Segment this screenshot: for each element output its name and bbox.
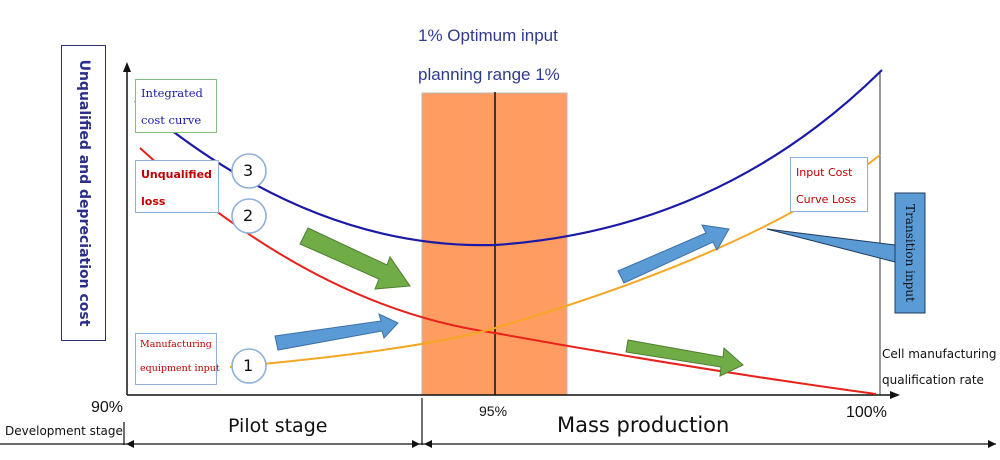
tick-90: 90%	[91, 399, 124, 416]
x-axis-label-line1: Cell manufacturing	[882, 347, 997, 361]
marker-3-number: 3	[243, 161, 254, 180]
development-stage-label: Development stage	[5, 424, 123, 438]
input-cost-label: Input Cost Curve Loss	[796, 166, 857, 206]
y-axis-arrow-icon	[123, 62, 131, 72]
transition-pointer	[766, 228, 896, 263]
pilot-left-arrow-icon	[126, 440, 134, 448]
pilot-right-arrow-icon	[412, 440, 420, 448]
marker-2	[231, 198, 267, 234]
input-cost-label-box: Input Cost Curve Loss	[790, 157, 868, 212]
equipment-input-label: Manufacturing equipment input	[140, 339, 220, 374]
y-axis-label-box: Unqualified and depreciation cost	[61, 45, 106, 341]
marker-1-number: 1	[243, 356, 254, 375]
equipment-input-label-box: Manufacturing equipment input	[135, 333, 220, 385]
x-axis-arrow-icon	[890, 391, 900, 399]
tick-95: 95%	[479, 403, 508, 419]
tick-100: 100%	[846, 404, 887, 421]
y-axis-label: Unqualified and depreciation cost	[75, 59, 92, 327]
green-arrow-right	[625, 339, 744, 377]
blue-arrow-right	[617, 224, 730, 284]
integrated-curve-label-box: Integrated cost curve	[135, 79, 217, 133]
pilot-stage-label: Pilot stage	[228, 415, 328, 437]
blue-arrow-left	[274, 313, 399, 351]
unqualified-loss-label: Unqualified loss	[141, 168, 212, 208]
integrated-curve-label: Integrated cost curve	[141, 86, 203, 127]
optimum-title-line1: 1% Optimum input	[418, 26, 558, 45]
unqualified-loss-label-box: Unqualified loss	[135, 160, 219, 213]
marker-2-number: 2	[243, 206, 254, 225]
marker-3	[231, 153, 267, 189]
mass-right-arrow-icon	[988, 440, 996, 448]
transition-input-box	[894, 192, 926, 314]
optimum-title-line2: planning range 1%	[418, 65, 560, 84]
transition-input-label: Transition input	[903, 204, 917, 302]
mass-production-label: Mass production	[557, 413, 730, 437]
mass-left-arrow-icon	[424, 440, 432, 448]
x-axis-label-line2: qualification rate	[882, 373, 984, 387]
green-arrow-left	[299, 227, 411, 290]
unqualified-loss-curve	[139, 147, 877, 395]
marker-1	[231, 348, 267, 384]
